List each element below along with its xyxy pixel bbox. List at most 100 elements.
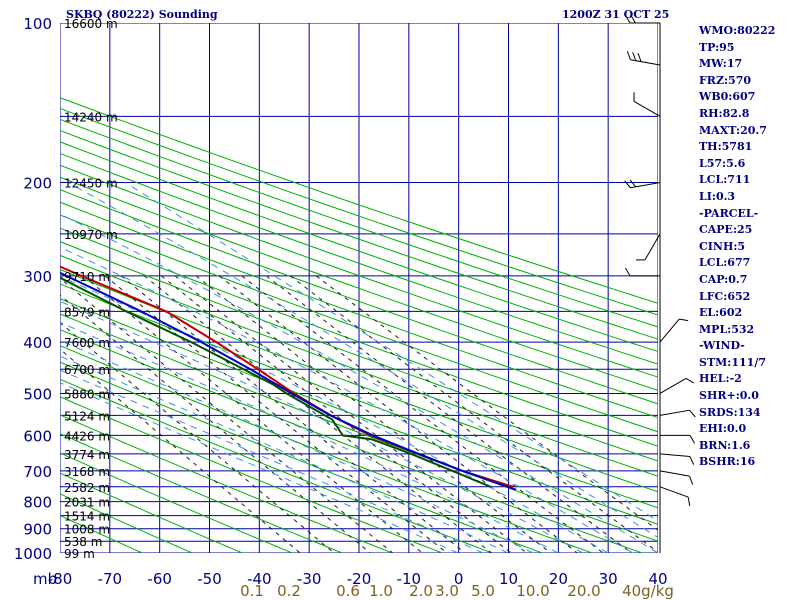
dry-adiabat [60,298,658,525]
height-label: 5880 m [64,387,110,401]
dry-adiabat [60,152,658,365]
dry-adiabat [60,452,293,553]
wind-barb [644,233,661,261]
pressure-tick-label: 100 [23,15,52,33]
moist-adiabat [60,275,609,553]
info-line: BSHR:16 [699,455,756,469]
info-line: CINH:5 [699,239,746,253]
mixing-ratio-label: 5.0 [471,582,495,600]
wind-barb-feather [689,456,695,465]
height-label: 4426 m [64,429,110,443]
dry-adiabat [60,433,343,553]
info-line: L57:5.6 [699,156,746,170]
dry-adiabat [60,107,658,316]
dry-adiabat [60,97,658,304]
height-label: 1514 m [64,510,110,524]
info-line: EL:602 [699,306,743,320]
height-label: 16600 m [64,17,118,31]
mixing-ratio-label: 0.1 [240,582,264,600]
temperature-tick-label: -20 [347,570,372,588]
temperature-tick-label: -80 [48,570,73,588]
moist-adiabat [67,182,658,539]
dry-adiabat [60,345,593,553]
wind-barb-feather [687,496,691,506]
wind-barb-feather [630,14,636,24]
pressure-tick-label: 600 [23,427,52,445]
wind-barb [659,318,680,343]
dry-adiabat [60,361,543,553]
mixing-ratio-line [60,277,394,553]
pressure-tick-label: 400 [23,334,52,352]
temperature-tick-label: 40 [648,570,667,588]
height-label: 7600 m [64,336,110,350]
dry-adiabat [60,378,493,553]
temperature-tick-label: -60 [147,570,172,588]
height-label: 12450 m [64,177,118,191]
height-label: 3168 m [64,465,110,479]
height-label: 9710 m [64,270,110,284]
dry-adiabat [60,201,658,419]
mixing-ratio-line [60,294,371,553]
thermo-lines [60,97,658,553]
background-grid [60,23,658,553]
moist-adiabat [60,339,534,553]
pressure-tick-label: 700 [23,463,52,481]
wind-barb-feather [685,378,695,384]
mixing-ratio-line [241,275,604,553]
info-line: CAP:0.7 [699,272,748,286]
wind-barb-feather [689,409,696,418]
info-line: TP:95 [699,40,735,54]
info-line: -WIND- [699,339,745,353]
dry-adiabat [60,254,658,477]
moist-adiabat [124,182,658,522]
info-line: SHR+:0.0 [699,389,759,403]
moist-adiabat [60,369,484,553]
mixing-ratio-label: 1.0 [369,582,393,600]
dry-adiabat [60,414,393,553]
mixing-ratio-line [195,275,552,553]
dry-adiabat [60,214,658,433]
dry-adiabat [60,227,658,447]
dry-adiabat [60,472,243,553]
wind-barb-feather [624,180,631,189]
dry-adiabat [60,268,658,493]
wind-barb-feather [626,51,631,60]
moist-adiabat [60,213,658,553]
wind-barb [659,378,687,394]
temperature-tick-label: -70 [98,570,123,588]
pressure-unit-label: mb [33,570,57,588]
mixing-ratio-label: 2.0 [409,582,433,600]
wind-barb [659,409,690,416]
info-line: LFC:652 [699,289,751,303]
wind-barb-feather [632,52,637,61]
mixing-ratio-line [60,321,335,553]
mixing-ratio-line [266,275,632,553]
mixing-ratio-line [218,275,578,553]
dry-adiabat [60,141,658,353]
height-label: 99 m [64,547,95,561]
temperature-tick-label: -50 [197,570,222,588]
height-label: 1008 m [64,523,110,537]
dry-adiabat [60,129,658,340]
height-label: 2582 m [64,481,110,495]
height-label: 5124 m [64,409,110,423]
info-line: SRDS:134 [699,405,761,419]
height-label: 10970 m [64,228,118,242]
info-line: BRN:1.6 [699,438,751,452]
dry-adiabat [60,514,143,553]
mixing-ratio-line [315,275,658,531]
info-line: MW:17 [699,57,743,71]
mixing-ratio-line [120,275,466,553]
temperature-tick-label: -30 [297,570,322,588]
mixing-ratio-label: 0.6 [336,582,360,600]
height-label: 538 m [64,535,102,549]
mixing-ratio-label: 20.0 [567,582,600,600]
info-line: EHI:0.0 [699,422,747,436]
wind-barb-feather [689,435,695,444]
wind-barb-feather [637,53,642,62]
temperature-tick-label: 10 [499,570,518,588]
mixing-ratio-label: 40g/kg [622,582,674,600]
pressure-tick-label: 500 [23,385,52,403]
dry-adiabat [60,241,658,462]
